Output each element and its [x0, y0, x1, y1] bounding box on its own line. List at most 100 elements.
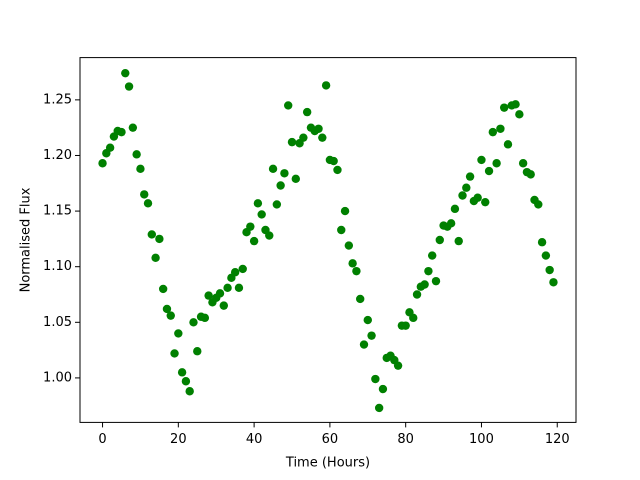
- scatter-point: [549, 278, 558, 287]
- scatter-point: [170, 349, 179, 358]
- scatter-point: [151, 253, 160, 262]
- scatter-point: [166, 311, 175, 320]
- scatter-point: [473, 193, 482, 202]
- scatter-point: [424, 266, 433, 276]
- x-axis-label: Time (Hours): [285, 456, 370, 471]
- scatter-point: [420, 280, 429, 289]
- x-tick-label: 40: [246, 432, 263, 447]
- scatter-point: [503, 140, 513, 149]
- scatter-point: [378, 384, 388, 394]
- scatter-point: [246, 222, 255, 231]
- y-tick-label: 1.05: [43, 315, 72, 330]
- scatter-point: [450, 204, 460, 214]
- scatter-point: [329, 156, 338, 166]
- axes-frame: [79, 57, 577, 423]
- scatter-point: [499, 103, 509, 112]
- scatter-point: [136, 164, 145, 174]
- scatter-point: [265, 231, 274, 240]
- scatter-point: [367, 331, 376, 340]
- scatter-point: [352, 266, 361, 276]
- scatter-point: [193, 347, 202, 356]
- scatter-point: [431, 276, 441, 286]
- scatter-point: [412, 290, 422, 299]
- scatter-point: [158, 284, 168, 294]
- scatter-point: [484, 166, 494, 176]
- y-tick-label: 1.25: [43, 92, 72, 107]
- scatter-point: [257, 210, 266, 219]
- y-tick-label: 1.15: [43, 204, 72, 219]
- scatter-point: [215, 289, 225, 298]
- scatter-point: [253, 199, 263, 208]
- scatter-point: [291, 174, 300, 184]
- scatter-point: [155, 234, 164, 244]
- scatter-point: [284, 101, 293, 110]
- scatter-point: [249, 236, 259, 246]
- scatter-point: [435, 235, 444, 245]
- scatter-point: [318, 133, 327, 142]
- y-tick-label: 1.10: [43, 259, 72, 274]
- scatter-point: [181, 377, 191, 386]
- scatter-point: [534, 200, 543, 209]
- scatter-point: [492, 159, 501, 168]
- scatter-point: [128, 123, 138, 132]
- scatter-point: [162, 304, 172, 314]
- y-axis-label: Normalised Flux: [19, 187, 34, 292]
- scatter-point: [132, 150, 141, 159]
- scatter-point: [189, 318, 198, 327]
- scatter-point: [204, 291, 213, 300]
- scatter-point: [481, 197, 490, 207]
- x-tick-label: 100: [469, 432, 494, 447]
- scatter-point: [219, 301, 228, 310]
- scatter-point: [272, 200, 282, 209]
- scatter-point: [230, 268, 240, 277]
- scatter-point: [105, 143, 115, 152]
- scatter-point: [541, 251, 551, 260]
- scatter-point: [124, 82, 134, 91]
- scatter-point: [393, 361, 403, 370]
- scatter-point: [458, 191, 467, 200]
- scatter-point: [348, 259, 357, 268]
- scatter-point: [280, 169, 289, 178]
- scatter-point: [185, 387, 194, 396]
- scatter-point: [98, 159, 107, 168]
- scatter-point: [515, 110, 524, 119]
- scatter-point: [537, 238, 547, 247]
- scatter-point: [143, 199, 153, 208]
- scatter-point: [363, 315, 372, 325]
- scatter-point: [223, 283, 232, 293]
- scatter-point: [314, 124, 323, 133]
- scatter-point: [488, 127, 498, 137]
- scatter-point: [545, 265, 554, 275]
- scatter-point: [344, 241, 354, 250]
- scatter-point: [140, 190, 149, 199]
- scatter-point: [477, 155, 486, 165]
- x-tick-label: 0: [98, 432, 106, 447]
- scatter-point: [518, 159, 528, 168]
- x-tick-label: 20: [170, 432, 187, 447]
- scatter-point: [121, 68, 130, 78]
- scatter-point: [462, 183, 471, 192]
- y-tick-label: 1.00: [43, 370, 72, 385]
- scatter-point: [356, 294, 365, 304]
- x-tick-label: 120: [545, 432, 570, 447]
- scatter-point: [359, 340, 369, 349]
- x-tick-label: 80: [397, 432, 414, 447]
- scatter-point: [371, 374, 380, 384]
- scatter-point: [526, 170, 535, 179]
- scatter-point: [276, 181, 285, 190]
- scatter-point: [333, 165, 342, 175]
- scatter-point: [409, 313, 418, 323]
- scatter-point: [496, 124, 505, 133]
- scatter-point: [299, 133, 308, 142]
- scatter-point: [268, 164, 278, 174]
- scatter-point: [401, 321, 410, 330]
- scatter-point: [465, 172, 475, 181]
- scatter-point: [177, 368, 187, 377]
- scatter-point: [374, 403, 384, 413]
- scatter-point: [302, 107, 312, 117]
- scatter-point: [117, 127, 126, 137]
- scatter-point: [454, 236, 463, 246]
- scatter-point: [446, 219, 456, 228]
- scatter-point: [340, 206, 350, 216]
